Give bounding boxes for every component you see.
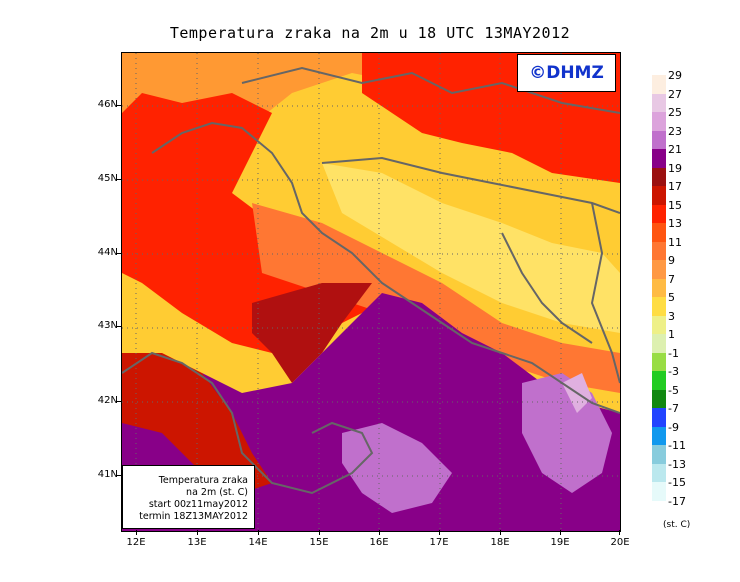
legend-swatch: [652, 408, 666, 427]
lon-tick: [560, 530, 561, 535]
coastline-croatia: [151, 121, 620, 414]
coastline-italy: [122, 351, 374, 495]
lon-tick: [500, 530, 501, 535]
lon-tick: [379, 530, 380, 535]
legend-swatch: [652, 334, 666, 353]
legend-label: -1: [668, 346, 679, 360]
legend-label: 5: [668, 291, 675, 304]
map-title: Temperatura zraka na 2m u 18 UTC 13MAY20…: [169, 24, 571, 42]
field-darkred-offshore: [252, 283, 372, 383]
lat-tick: [116, 475, 121, 476]
legend-label: -13: [668, 457, 686, 471]
lat-lon-grid: [122, 53, 620, 531]
legend-swatch: [652, 223, 666, 242]
legend-label: -15: [668, 476, 686, 489]
legend-unit: (st. C): [663, 520, 691, 530]
info-line-3: start 00z11may2012: [148, 499, 248, 510]
legend-label: 21: [668, 143, 682, 156]
lon-label-12e: 12E: [126, 537, 146, 548]
lon-tick: [319, 530, 320, 535]
legend-swatch: [652, 315, 666, 334]
legend-swatch: [652, 278, 666, 297]
legend-label: 11: [668, 235, 682, 249]
info-box: Temperatura zraka na 2m (st. C) start 00…: [122, 465, 255, 529]
legend-swatch: [652, 130, 666, 149]
legend-swatch: [652, 241, 666, 260]
lat-tick: [116, 105, 121, 106]
lon-label-18e: 18E: [490, 537, 510, 548]
legend-label: -3: [668, 365, 679, 378]
info-line-4: termin 18Z13MAY2012: [139, 511, 248, 522]
lat-label-43n: 43N: [97, 320, 118, 331]
legend-swatch: [652, 167, 666, 186]
temperature-map: [121, 52, 621, 532]
legend-label: 9: [668, 254, 675, 267]
border-east: [590, 202, 620, 384]
legend-swatch: [652, 93, 666, 112]
legend-swatch: [652, 482, 666, 501]
lon-label-19e: 19E: [550, 537, 570, 548]
lon-tick: [197, 530, 198, 535]
field-lightpurple-east: [522, 373, 612, 493]
legend-label: 29: [668, 69, 682, 82]
lat-label-42n: 42N: [97, 395, 118, 406]
legend-label: 15: [668, 198, 682, 212]
lon-tick: [439, 530, 440, 535]
legend-label: 3: [668, 309, 675, 323]
lon-label-15e: 15E: [309, 537, 329, 548]
legend-swatch: [652, 426, 666, 445]
lon-label-17e: 17E: [429, 537, 449, 548]
info-line-2: na 2m (st. C): [186, 487, 248, 498]
legend-swatch: [652, 149, 666, 168]
legend-label: 7: [668, 272, 675, 286]
lat-label-41n: 41N: [97, 469, 118, 480]
legend-swatch: [652, 463, 666, 482]
lon-tick: [136, 530, 137, 535]
legend-label: 25: [668, 106, 682, 119]
legend-label: 1: [668, 328, 675, 341]
lon-label-13e: 13E: [187, 537, 207, 548]
legend-label: 13: [668, 217, 682, 230]
legend-label: -17: [668, 494, 686, 508]
legend-label: -7: [668, 402, 679, 415]
lon-label-14e: 14E: [248, 537, 268, 548]
legend-swatch: [652, 389, 666, 408]
legend-label: 23: [668, 124, 682, 138]
legend-swatch: [652, 112, 666, 131]
legend-swatch: [652, 445, 666, 464]
legend-label: -9: [668, 420, 679, 434]
temperature-map-canvas: [122, 53, 620, 531]
legend-swatch: [652, 204, 666, 223]
lat-tick: [116, 253, 121, 254]
legend-label: 17: [668, 180, 682, 193]
lon-tick: [258, 530, 259, 535]
border-inland: [241, 66, 620, 114]
legend-swatch: [652, 260, 666, 279]
lat-tick: [116, 401, 121, 402]
lat-label-46n: 46N: [97, 99, 118, 110]
lat-label-45n: 45N: [97, 173, 118, 184]
field-lightpurple-south: [342, 423, 452, 513]
dhmz-logo: ©DHMZ: [517, 54, 616, 92]
legend-swatch: [652, 75, 666, 94]
legend-swatch: [652, 186, 666, 205]
lat-tick: [116, 326, 121, 327]
border-bosnia-south: [501, 232, 593, 344]
field-orange-coast: [252, 203, 620, 393]
lat-tick: [116, 179, 121, 180]
legend-label: -5: [668, 383, 679, 397]
legend-swatch: [652, 352, 666, 371]
lat-label-44n: 44N: [97, 247, 118, 258]
legend-label: -11: [668, 439, 686, 452]
legend-swatch: [652, 297, 666, 316]
lon-label-16e: 16E: [369, 537, 389, 548]
legend-label: 19: [668, 161, 682, 175]
field-yellow-interior: [322, 163, 620, 333]
legend-label: 27: [668, 87, 682, 101]
lon-tick: [619, 530, 620, 535]
legend-swatch: [652, 371, 666, 390]
lon-label-20e: 20E: [610, 537, 630, 548]
info-line-1: Temperatura zraka: [158, 475, 248, 486]
